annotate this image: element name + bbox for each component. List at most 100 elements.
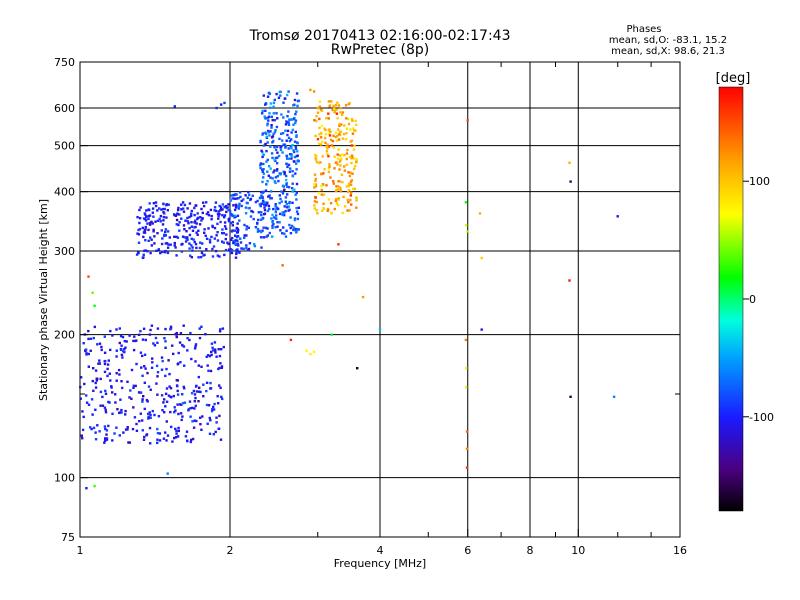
data-point [256, 227, 260, 231]
data-point [124, 413, 127, 416]
data-point [316, 111, 320, 114]
data-point [147, 417, 150, 420]
data-point [292, 149, 295, 152]
data-point [192, 238, 195, 241]
data-point [205, 248, 208, 251]
data-point [180, 203, 183, 206]
data-point [148, 426, 152, 430]
data-point [337, 157, 340, 160]
data-point [156, 232, 159, 235]
data-point [79, 397, 82, 400]
data-point [256, 199, 259, 203]
data-point [266, 180, 269, 183]
data-point [339, 154, 342, 157]
data-point [198, 336, 202, 340]
data-point [296, 104, 299, 108]
data-point [199, 423, 202, 426]
data-point [281, 151, 284, 154]
data-point [188, 242, 191, 245]
data-point [176, 363, 179, 366]
data-point [183, 236, 186, 239]
data-point [244, 194, 247, 197]
data-point [92, 389, 95, 392]
data-point [155, 382, 158, 385]
data-point [166, 230, 170, 233]
data-point [98, 342, 102, 345]
data-point [235, 235, 239, 239]
data-point [265, 183, 268, 186]
data-point [282, 101, 285, 104]
data-point [313, 119, 316, 122]
data-point [333, 167, 336, 170]
data-point [334, 131, 338, 134]
data-point [316, 138, 320, 141]
data-point [337, 198, 340, 201]
data-point [274, 203, 277, 206]
data-point [305, 349, 308, 352]
data-point [195, 384, 198, 388]
data-point [328, 132, 331, 135]
data-point [321, 155, 324, 158]
data-point [339, 107, 342, 110]
x-axis-label: Frequency [MHz] [334, 557, 426, 570]
data-point [340, 123, 343, 126]
data-point [335, 108, 338, 111]
data-point [115, 328, 118, 331]
data-point [291, 190, 294, 193]
data-point [142, 438, 146, 441]
y-tick-label: 75 [61, 531, 75, 544]
data-point [138, 227, 142, 231]
data-point [284, 145, 287, 148]
data-point [167, 203, 170, 206]
data-point [120, 408, 123, 412]
points-layer [79, 88, 619, 490]
data-point [153, 242, 156, 245]
data-point [313, 186, 316, 189]
data-point [286, 121, 289, 124]
data-point [320, 193, 323, 196]
data-point [219, 209, 222, 212]
data-point [166, 472, 169, 475]
data-point [165, 216, 168, 219]
data-point [465, 447, 469, 450]
data-point [234, 206, 238, 209]
data-point [211, 224, 214, 228]
data-point [325, 184, 328, 187]
data-point [295, 182, 299, 186]
data-point [337, 104, 341, 107]
data-point [128, 396, 131, 399]
data-point [149, 413, 152, 417]
data-point [283, 143, 287, 146]
data-point [333, 109, 336, 113]
data-point [266, 201, 269, 204]
data-point [218, 384, 221, 387]
data-point [295, 162, 298, 165]
data-point [175, 218, 179, 222]
data-point [332, 134, 335, 137]
data-point [193, 407, 196, 410]
data-point [192, 389, 196, 393]
data-point [176, 384, 179, 388]
data-point [290, 138, 293, 141]
data-point [261, 196, 264, 199]
data-point [336, 117, 339, 120]
data-point [190, 244, 193, 247]
data-point [277, 179, 280, 183]
data-point [152, 342, 155, 345]
data-point [269, 130, 272, 133]
data-point [163, 251, 167, 254]
data-point [297, 160, 300, 163]
data-point [297, 206, 300, 209]
data-point [124, 409, 127, 413]
data-point [292, 123, 295, 126]
data-point [156, 393, 159, 396]
data-point [93, 325, 96, 329]
data-point [194, 345, 197, 348]
data-point [315, 200, 318, 204]
data-point [289, 226, 292, 230]
data-point [216, 239, 220, 242]
data-point [96, 343, 99, 346]
data-point [361, 295, 365, 299]
data-point [170, 396, 173, 399]
data-point [174, 427, 177, 431]
